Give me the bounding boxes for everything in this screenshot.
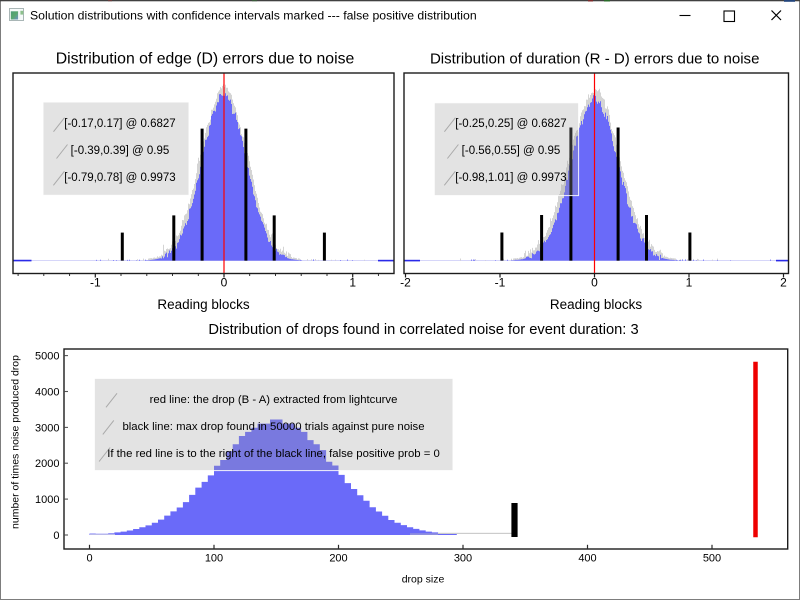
svg-text:red line: the drop (B - A) ext: red line: the drop (B - A) extracted fro… — [150, 394, 398, 406]
svg-text:Solution distributions with co: Solution distributions with confidence i… — [30, 8, 477, 22]
svg-text:[-0.98,1.01] @ 0.9973: [-0.98,1.01] @ 0.9973 — [455, 172, 566, 184]
svg-text:-2: -2 — [400, 276, 411, 290]
svg-text:100: 100 — [205, 553, 223, 565]
svg-text:number of times noise produced: number of times noise produced drop — [10, 355, 22, 529]
svg-text:Distribution of drops found in: Distribution of drops found in correlate… — [208, 322, 638, 338]
svg-text:-1: -1 — [90, 276, 101, 290]
svg-text:0: 0 — [86, 553, 92, 565]
svg-text:400: 400 — [578, 553, 596, 565]
svg-text:[-0.56,0.55] @ 0.95: [-0.56,0.55] @ 0.95 — [462, 145, 561, 157]
svg-text:200: 200 — [329, 553, 347, 565]
svg-text:1000: 1000 — [35, 494, 59, 506]
svg-text:Distribution of edge (D) error: Distribution of edge (D) errors due to n… — [56, 51, 355, 68]
svg-text:1: 1 — [349, 276, 356, 290]
svg-text:0: 0 — [53, 530, 59, 542]
svg-text:black line: max drop found in: black line: max drop found in 50000 tria… — [122, 421, 424, 433]
svg-text:0: 0 — [221, 276, 228, 290]
svg-text:1: 1 — [686, 276, 693, 290]
svg-text:Reading blocks: Reading blocks — [550, 297, 643, 312]
svg-text:5000: 5000 — [35, 351, 59, 363]
svg-text:0: 0 — [591, 276, 598, 290]
svg-text:drop size: drop size — [402, 574, 445, 586]
svg-text:[-0.79,0.78] @ 0.9973: [-0.79,0.78] @ 0.9973 — [64, 172, 175, 184]
svg-text:[-0.17,0.17] @ 0.6827: [-0.17,0.17] @ 0.6827 — [64, 118, 175, 130]
svg-text:3000: 3000 — [35, 422, 59, 434]
svg-text:Reading blocks: Reading blocks — [157, 297, 250, 312]
svg-text:4000: 4000 — [35, 386, 59, 398]
svg-text:[-0.39,0.39] @ 0.95: [-0.39,0.39] @ 0.95 — [71, 145, 170, 157]
svg-text:-1: -1 — [495, 276, 506, 290]
svg-text:If the red line is to the righ: If the red line is to the right of the b… — [107, 448, 440, 460]
svg-text:Distribution of duration (R -: Distribution of duration (R - D) errors … — [430, 51, 760, 68]
svg-text:2000: 2000 — [35, 458, 59, 470]
svg-text:[-0.25,0.25] @ 0.6827: [-0.25,0.25] @ 0.6827 — [455, 118, 566, 130]
svg-text:300: 300 — [454, 553, 472, 565]
svg-text:2: 2 — [780, 276, 787, 290]
svg-text:500: 500 — [703, 553, 721, 565]
